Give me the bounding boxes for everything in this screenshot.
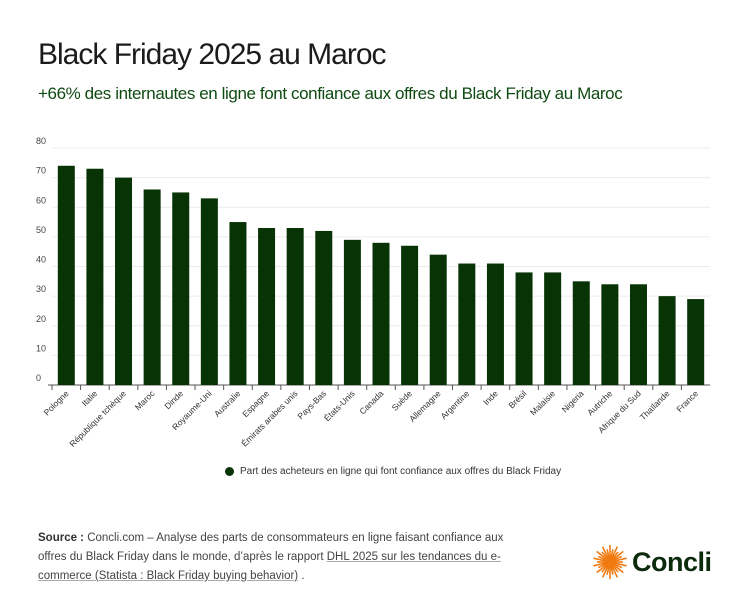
x-tick-label: États-Unis <box>322 388 357 423</box>
bar <box>429 254 447 385</box>
source-label: Source : <box>38 532 85 544</box>
y-tick-label: 40 <box>36 255 46 265</box>
x-tick-label: Argentine <box>438 388 471 421</box>
bar <box>515 272 533 385</box>
y-tick-label: 60 <box>36 195 46 205</box>
x-tick-label: Australie <box>212 388 243 419</box>
legend: Part des acheteurs en ligne qui font con… <box>225 466 561 477</box>
bar <box>486 263 504 385</box>
legend-swatch <box>225 467 234 476</box>
bar <box>458 263 476 385</box>
source-link[interactable]: DHL 2025 sur les tendances du e-commerce… <box>38 551 501 582</box>
bar <box>315 230 333 385</box>
y-tick-label: 80 <box>36 136 46 146</box>
bar <box>372 242 390 385</box>
x-tick-label: Pologne <box>42 388 71 417</box>
page-subtitle: +66% des internautes en ligne font confi… <box>38 84 623 103</box>
page-title: Black Friday 2025 au Maroc <box>38 38 387 71</box>
y-tick-label: 70 <box>36 166 46 176</box>
y-tick-label: 0 <box>36 373 41 383</box>
bar <box>401 245 419 385</box>
source-text: Concli.com – Analyse des parts de consom… <box>38 532 504 563</box>
y-tick-label: 30 <box>36 284 46 294</box>
x-tick-label: Inde <box>481 388 500 407</box>
x-tick-label: Canada <box>357 388 385 416</box>
bar <box>601 284 619 385</box>
bar <box>143 189 161 385</box>
bar <box>258 227 276 385</box>
bar <box>544 272 562 385</box>
bar <box>57 165 75 385</box>
x-tick-label: Nigeria <box>560 388 586 414</box>
x-tick-label: Suède <box>390 388 415 413</box>
bar <box>286 227 304 385</box>
x-tick-label: France <box>674 388 700 414</box>
x-tick-label: République tchèque <box>67 388 128 449</box>
x-tick-label: Maroc <box>133 388 157 412</box>
x-tick-label: Allemagne <box>407 388 443 424</box>
bar <box>115 177 133 385</box>
concli-logo: Concli <box>592 544 712 580</box>
source-note: Source : Concli.com – Analyse des parts … <box>38 529 508 586</box>
x-tick-label: Émirats arabes unis <box>239 388 299 448</box>
y-tick-label: 50 <box>36 225 46 235</box>
source-end: . <box>298 570 305 582</box>
y-tick-label: 10 <box>36 343 46 353</box>
bar <box>172 192 190 385</box>
bar <box>200 198 218 385</box>
sun-icon <box>593 545 627 579</box>
bar <box>343 239 361 385</box>
bar <box>572 281 590 385</box>
bar <box>687 299 705 385</box>
legend-label: Part des acheteurs en ligne qui font con… <box>240 466 562 477</box>
x-tick-label: Malaisie <box>528 388 557 417</box>
bar <box>229 222 247 385</box>
bar-chart: 0 10 20 30 40 50 60 70 80 Pologne ItalieRépublique… <box>36 136 710 449</box>
bar <box>629 284 647 385</box>
x-tick-label: Dinde <box>162 388 185 411</box>
bar <box>86 168 104 385</box>
bar <box>658 296 676 385</box>
x-tick-label: Thaïlande <box>638 388 672 422</box>
x-tick-label: Brésil <box>506 388 528 410</box>
logo-text: Concli <box>632 546 712 577</box>
y-tick-label: 20 <box>36 314 46 324</box>
x-tick-label: Italie <box>80 388 100 408</box>
